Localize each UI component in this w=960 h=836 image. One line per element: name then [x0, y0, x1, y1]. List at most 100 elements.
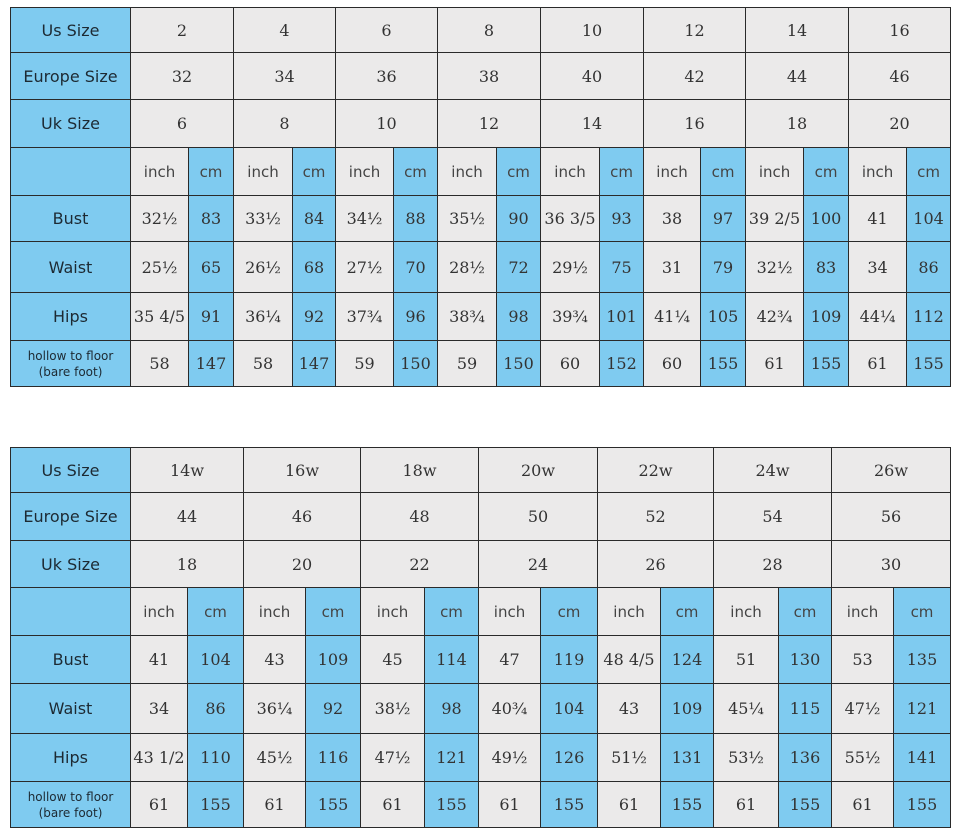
eu-size-cell: 46 [848, 52, 952, 100]
row-label-uk: Uk Size [10, 99, 131, 148]
us-size-cell: 8 [437, 7, 541, 53]
hips-inch-cell: 53½ [713, 733, 779, 782]
hips-cm-cell: 126 [540, 733, 598, 782]
unit-cm: cm [540, 587, 598, 636]
eu-size-cell: 34 [233, 52, 336, 100]
waist-inch-cell: 28½ [437, 241, 497, 293]
hips-inch-cell: 37¾ [335, 292, 394, 341]
waist-cm-cell: 121 [893, 683, 951, 734]
row-eu: Europe Size 32 34 36 38 40 42 44 46 [10, 52, 952, 100]
hips-inch-cell: 35 4/5 [130, 292, 189, 341]
unit-inch: inch [745, 147, 805, 196]
bust-inch-cell: 41 [848, 195, 908, 242]
eu-size-cell: 50 [478, 492, 598, 541]
unit-cm: cm [305, 587, 361, 636]
unit-cm: cm [187, 587, 244, 636]
hollow-cm-cell: 155 [540, 781, 598, 828]
unit-inch: inch [360, 587, 425, 636]
hips-cm-cell: 96 [393, 292, 438, 341]
hips-inch-cell: 42¾ [745, 292, 805, 341]
hips-cm-cell: 141 [893, 733, 951, 782]
uk-size-cell: 14 [539, 99, 645, 148]
bust-cm-cell: 93 [598, 195, 645, 242]
unit-cm: cm [700, 147, 747, 196]
waist-cm-cell: 86 [187, 683, 244, 734]
us-size-cell: 10 [539, 7, 645, 53]
row-hips: Hips 43 1/2 110 45½ 116 47½ 121 49½ 126 51½ 131 53½… [10, 733, 951, 782]
row-label-waist: Waist [10, 683, 131, 734]
row-hips: Hips 35 4/5 91 36¼ 92 37¾ 96 38¾ 98 39¾ 101 41¼ 105 4… [10, 292, 952, 341]
hollow-cm-cell: 155 [305, 781, 361, 828]
eu-size-cell: 54 [713, 492, 832, 541]
waist-cm-cell: 86 [906, 241, 952, 293]
waist-cm-cell: 75 [598, 241, 645, 293]
bust-inch-cell: 45 [360, 635, 425, 684]
hips-cm-cell: 98 [496, 292, 541, 341]
waist-cm-cell: 104 [540, 683, 598, 734]
eu-size-cell: 44 [745, 52, 850, 100]
hollow-cm-cell: 155 [660, 781, 714, 828]
hollow-inch-cell: 58 [233, 340, 293, 387]
hollow-inch-cell: 61 [713, 781, 779, 828]
us-size-cell: 16w [243, 447, 361, 493]
hips-inch-cell: 47½ [360, 733, 425, 782]
waist-cm-cell: 79 [700, 241, 747, 293]
unit-inch: inch [643, 147, 702, 196]
waist-inch-cell: 43 [597, 683, 661, 734]
eu-size-cell: 48 [360, 492, 479, 541]
bust-inch-cell: 47 [478, 635, 541, 684]
hips-cm-cell: 91 [188, 292, 234, 341]
hollow-inch-cell: 59 [335, 340, 394, 387]
unit-cm: cm [803, 147, 850, 196]
label-line: hollow to floor [27, 348, 114, 363]
unit-inch: inch [335, 147, 394, 196]
bust-cm-cell: 130 [778, 635, 832, 684]
row-bust: Bust 41 104 43 109 45 114 47 119 48 4/5 124 51 130 53… [10, 635, 951, 684]
row-unit: inch cm inch cm inch cm inch cm inch cm inch cm inch… [10, 147, 952, 196]
hollow-inch-cell: 59 [437, 340, 497, 387]
hollow-cm-cell: 152 [598, 340, 645, 387]
bust-inch-cell: 39 2/5 [745, 195, 805, 242]
unit-inch: inch [233, 147, 293, 196]
uk-size-cell: 12 [437, 99, 541, 148]
eu-size-cell: 36 [335, 52, 438, 100]
bust-cm-cell: 88 [393, 195, 438, 242]
us-size-cell: 4 [233, 7, 336, 53]
row-us: Us Size 2 4 6 8 10 12 14 16 [10, 7, 952, 53]
hips-cm-cell: 112 [906, 292, 952, 341]
label-line: (bare foot) [38, 805, 103, 820]
row-label-bust: Bust [10, 635, 131, 684]
hollow-inch-cell: 61 [243, 781, 306, 828]
waist-cm-cell: 98 [424, 683, 479, 734]
uk-size-cell: 28 [713, 540, 832, 588]
row-label-waist: Waist [10, 241, 131, 293]
hollow-cm-cell: 150 [393, 340, 438, 387]
hollow-cm-cell: 155 [187, 781, 244, 828]
waist-inch-cell: 31 [643, 241, 702, 293]
unit-inch: inch [713, 587, 779, 636]
eu-size-cell: 52 [597, 492, 714, 541]
bust-cm-cell: 97 [700, 195, 747, 242]
waist-inch-cell: 26½ [233, 241, 293, 293]
row-label-uk: Uk Size [10, 540, 131, 588]
hollow-inch-cell: 61 [478, 781, 541, 828]
bust-cm-cell: 109 [305, 635, 361, 684]
row-label-hollow: hollow to floor (bare foot) [10, 340, 131, 387]
hips-inch-cell: 49½ [478, 733, 541, 782]
unit-cm: cm [778, 587, 832, 636]
bust-cm-cell: 104 [187, 635, 244, 684]
unit-cm: cm [598, 147, 645, 196]
us-size-cell: 14 [745, 7, 850, 53]
us-size-cell: 12 [643, 7, 747, 53]
uk-size-cell: 26 [597, 540, 714, 588]
us-size-cell: 16 [848, 7, 952, 53]
eu-size-cell: 38 [437, 52, 541, 100]
label-line: hollow to floor [27, 789, 114, 804]
us-size-cell: 2 [130, 7, 234, 53]
bust-inch-cell: 33½ [233, 195, 293, 242]
unit-cm: cm [496, 147, 541, 196]
size-chart-table-regular: Us Size 2 4 6 8 10 12 14 16 Europe Size 32 34 36 38 40… [10, 7, 952, 387]
uk-size-cell: 16 [643, 99, 747, 148]
row-waist: Waist 34 86 36¼ 92 38½ 98 40¾ 104 43 109 45¼ 115 47½ 1… [10, 683, 951, 734]
bust-cm-cell: 124 [660, 635, 714, 684]
